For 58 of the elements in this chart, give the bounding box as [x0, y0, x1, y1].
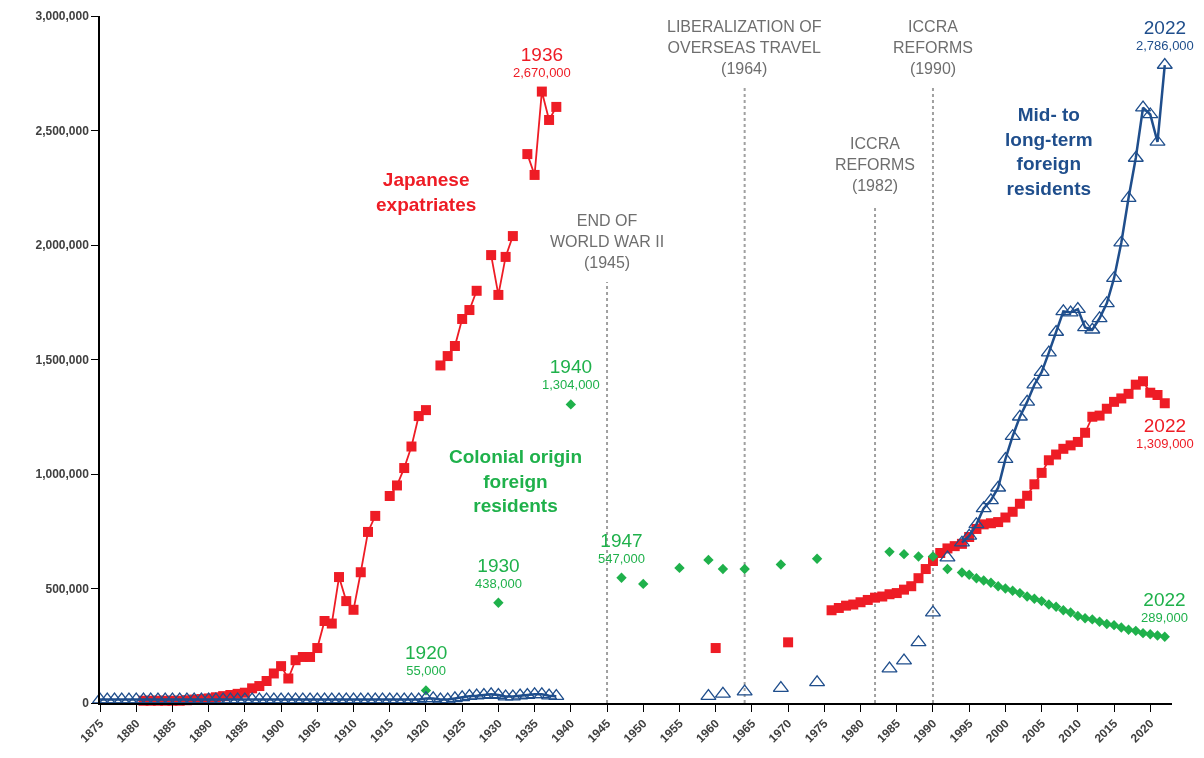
point: [717, 563, 729, 575]
point: [739, 563, 750, 575]
point: [775, 559, 787, 570]
point: [616, 572, 627, 583]
ref-line-label: END OF WORLD WAR II (1945): [550, 212, 665, 271]
point: [1087, 614, 1098, 625]
point: [1159, 631, 1170, 643]
point: [1007, 585, 1018, 596]
point: [898, 548, 910, 560]
point: [978, 575, 989, 586]
y-tick-label: 2,000,000: [35, 238, 90, 253]
ref-line-label: LIBERALIZATION OF OVERSEAS TRAVEL (1964): [667, 18, 822, 77]
point: [565, 399, 577, 410]
point: [1130, 625, 1141, 637]
point: [942, 563, 953, 575]
point: [963, 569, 975, 580]
y-tick-label: 0: [82, 696, 90, 711]
point: [1108, 619, 1120, 631]
point: [1000, 583, 1011, 594]
annotation: 1936 2,670,000: [513, 44, 571, 80]
point: [913, 551, 924, 562]
point: [1050, 601, 1062, 613]
ref-line-label: ICCRA REFORMS (1982): [835, 135, 915, 194]
point: [493, 597, 504, 608]
point: [1065, 607, 1076, 618]
point: [884, 546, 895, 558]
y-tick-label: 2,500,000: [35, 123, 90, 138]
point: [1029, 593, 1040, 604]
annotation: 1930 438,000: [475, 555, 522, 591]
annotation: 1947 547,000: [598, 530, 645, 566]
point: [674, 562, 685, 574]
point: [1116, 622, 1127, 633]
point: [811, 553, 823, 564]
text: Colonial origin foreign residents: [449, 446, 582, 517]
point: [638, 578, 649, 590]
point: [1036, 595, 1047, 607]
point: [927, 551, 939, 562]
y-tick-label: 500,000: [45, 581, 90, 596]
point: [703, 554, 714, 566]
point: [1058, 605, 1069, 616]
point: [1094, 616, 1105, 627]
y-tick-label: 3,000,000: [35, 9, 90, 24]
point: [1152, 630, 1163, 641]
point: [1014, 587, 1026, 599]
annotation: 1940 1,304,000: [542, 356, 600, 392]
series-label: Japanese expatriates: [376, 169, 477, 215]
series-label: Mid- to long-term foreign residents: [1005, 104, 1093, 200]
annotation: 2022 2,786,000: [1136, 17, 1194, 53]
y-tick-label: 1,500,000: [35, 352, 90, 367]
ref-line-label: ICCRA REFORMS (1990): [893, 18, 973, 77]
point: [985, 577, 997, 588]
annotation: 2022 289,000: [1141, 589, 1188, 625]
annotation: 1920 55,000: [405, 642, 448, 678]
point: [1072, 610, 1084, 622]
annotation: 2022 1,309,000: [1136, 415, 1194, 451]
y-tick-label: 1,000,000: [35, 467, 90, 482]
point: [1123, 624, 1134, 635]
point: [992, 581, 1004, 592]
